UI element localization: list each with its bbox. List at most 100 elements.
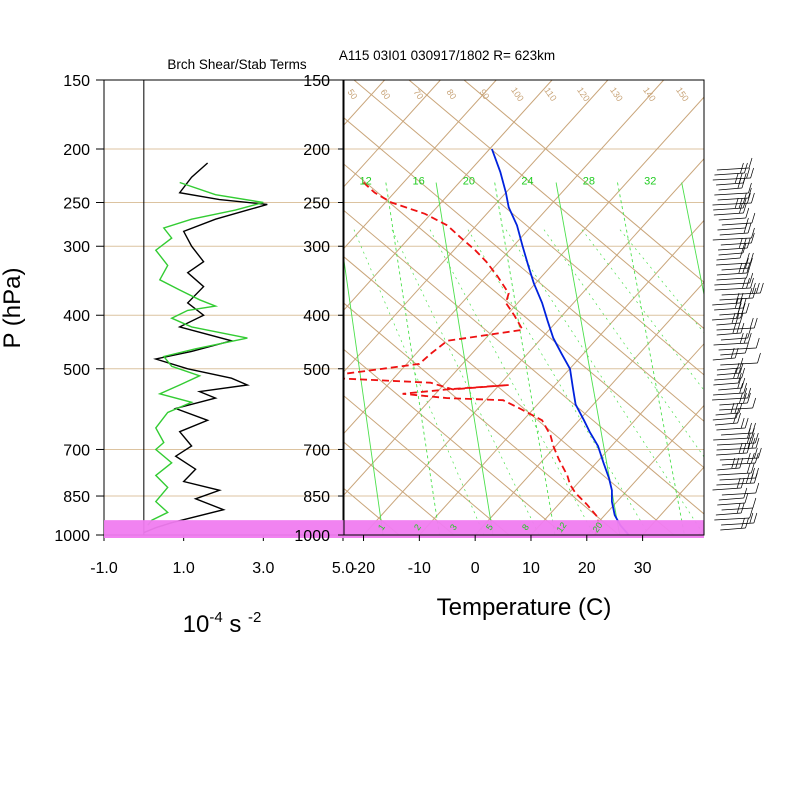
- dewpoint-profile: [491, 148, 630, 535]
- isotherm-line: [344, 80, 441, 188]
- wind-barb-feather: [739, 357, 744, 369]
- wind-barb-feather: [749, 512, 754, 524]
- wind-barb-staff: [718, 247, 748, 251]
- wind-barb-feather: [750, 277, 754, 289]
- wind-barb-feather: [748, 157, 753, 169]
- wind-barb-staff: [716, 447, 757, 451]
- dry-adiabat-label: 100: [509, 85, 526, 103]
- wind-barb-feather: [749, 472, 754, 484]
- wind-barb-feather: [745, 472, 750, 484]
- dry-adiabat-label: 140: [641, 85, 658, 103]
- wind-barb-feather: [745, 257, 749, 269]
- wind-barb-staff: [719, 477, 756, 481]
- isotherm-line: [586, 404, 704, 535]
- wind-barb-feather: [745, 207, 750, 219]
- left-p-tick-label: 150: [63, 73, 90, 90]
- skewt-p-tick-label: 200: [303, 142, 330, 159]
- wind-barb-feather: [747, 392, 751, 404]
- wind-barb-feather: [742, 242, 747, 254]
- wind-barb-feather: [733, 367, 737, 379]
- unit-exp2: -2: [248, 609, 261, 626]
- wind-barb-feather: [743, 222, 748, 234]
- wind-barb-feather: [751, 427, 755, 439]
- mixing-ratio-bottom-label: 2: [412, 522, 423, 532]
- wind-barb-feather: [736, 307, 740, 319]
- isotherm-line: [642, 466, 704, 535]
- wind-barb-feather: [743, 387, 748, 399]
- wind-barb-staff: [721, 292, 761, 296]
- wind-barb-staff: [721, 492, 756, 496]
- wind-barb-staff: [716, 257, 741, 261]
- mixing-ratio-label: 16: [412, 176, 424, 188]
- wind-barb-feather: [737, 367, 741, 379]
- wind-barb-feather: [740, 477, 745, 489]
- skewt-p-tick-label: 300: [303, 239, 330, 256]
- mixing-ratio-line: [494, 182, 556, 535]
- wind-barb-feather: [740, 307, 744, 319]
- wind-barb-staff: [717, 197, 749, 201]
- wind-barb-staff: [716, 272, 747, 276]
- wind-barb-feather: [746, 167, 750, 179]
- skewt-clip-group: [344, 80, 704, 535]
- wind-barb-feather: [735, 292, 740, 304]
- wind-barb-feather: [740, 502, 745, 514]
- wind-barb-feather: [743, 192, 747, 204]
- dry-adiabat-label: 90: [477, 87, 491, 101]
- wind-barb-feather: [742, 297, 747, 309]
- wind-barb-staff: [719, 232, 749, 236]
- stability-term-line: [147, 181, 264, 526]
- wind-barb-feather: [735, 312, 740, 324]
- wind-barb-staff: [721, 222, 752, 226]
- wind-barb-staff: [715, 512, 742, 516]
- dry-adiabat-label: 70: [411, 87, 425, 101]
- wind-barb-feather: [748, 182, 752, 194]
- mixing-ratio-label: 12: [359, 176, 371, 188]
- wind-barb-feather: [735, 407, 740, 419]
- wind-barb-staff: [713, 207, 744, 211]
- dry-adiabat-line: [344, 256, 675, 535]
- mixing-ratio-line: [344, 257, 384, 535]
- temperature-tick-label: 30: [634, 560, 652, 577]
- wind-barb-staff: [716, 327, 755, 331]
- wind-barb-feather: [745, 342, 749, 354]
- mixing-ratio-label: 24: [521, 176, 533, 188]
- wind-barb-feather: [760, 282, 764, 294]
- wind-barb-feather: [730, 347, 735, 359]
- wind-barb-feather: [741, 367, 745, 379]
- wind-barb-feather: [748, 287, 753, 299]
- wind-barb-feather: [734, 347, 739, 359]
- dry-adiabat-line: [344, 348, 565, 535]
- wind-barb-staff: [712, 417, 737, 421]
- wind-barb-feather: [742, 277, 746, 289]
- wind-barb-staff: [716, 277, 747, 281]
- isotherm-line: [344, 80, 553, 311]
- wind-barb-feather: [744, 492, 749, 504]
- wind-barb-feather: [737, 372, 742, 384]
- wind-barb-staff: [720, 337, 748, 341]
- skewt-p-tick-label: 1000: [294, 528, 330, 545]
- skewt-p-tick-label: 150: [303, 73, 330, 90]
- wind-barb-feather: [741, 517, 745, 529]
- dry-adiabat-line: [344, 441, 455, 535]
- moist-adiabat-line: [505, 229, 704, 535]
- wind-barb-staff: [713, 437, 752, 441]
- skewt-frame: [343, 79, 705, 536]
- temperature-tick-label: -10: [408, 560, 431, 577]
- wind-barbs: [712, 157, 764, 531]
- wind-barb-feather: [747, 387, 752, 399]
- wind-barb-staff: [713, 382, 739, 386]
- wind-barb-staff: [721, 432, 753, 436]
- wind-barb-staff: [716, 262, 751, 266]
- unit-exp1: -4: [209, 609, 222, 626]
- skewt-title: A115 03I01 030917/1802 R= 623km: [339, 48, 555, 63]
- wind-barb-feather: [749, 257, 753, 269]
- surface-layer-band: [104, 520, 704, 538]
- unit-base: 10: [183, 611, 210, 638]
- wind-barb-feather: [732, 322, 737, 334]
- wind-barb-feather: [738, 237, 743, 249]
- wind-barb-feather: [735, 362, 740, 374]
- isotherm-line: [344, 80, 609, 373]
- wind-barb-staff: [716, 427, 746, 431]
